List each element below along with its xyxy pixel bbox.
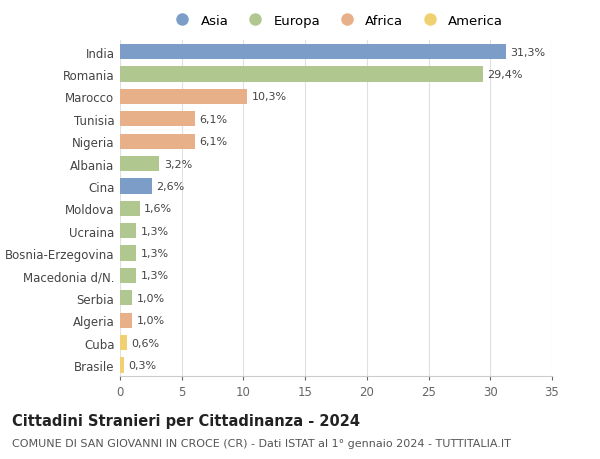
Text: 0,3%: 0,3% [128, 360, 156, 370]
Text: 3,2%: 3,2% [164, 159, 192, 169]
Bar [120, 246, 136, 261]
Text: 6,1%: 6,1% [200, 114, 228, 124]
Text: 0,6%: 0,6% [132, 338, 160, 348]
Bar [120, 134, 195, 150]
Legend: Asia, Europa, Africa, America: Asia, Europa, Africa, America [169, 15, 503, 28]
Text: 1,3%: 1,3% [140, 248, 169, 258]
Bar [120, 90, 247, 105]
Text: Cittadini Stranieri per Cittadinanza - 2024: Cittadini Stranieri per Cittadinanza - 2… [12, 413, 360, 428]
Bar [120, 112, 195, 127]
Bar [120, 179, 152, 194]
Bar [120, 157, 160, 172]
Bar [120, 67, 483, 83]
Text: 2,6%: 2,6% [157, 181, 185, 191]
Text: 1,6%: 1,6% [144, 204, 172, 214]
Bar [120, 291, 133, 306]
Text: 1,3%: 1,3% [140, 226, 169, 236]
Text: 1,0%: 1,0% [137, 315, 165, 325]
Text: 6,1%: 6,1% [200, 137, 228, 147]
Text: COMUNE DI SAN GIOVANNI IN CROCE (CR) - Dati ISTAT al 1° gennaio 2024 - TUTTITALI: COMUNE DI SAN GIOVANNI IN CROCE (CR) - D… [12, 438, 511, 448]
Text: 31,3%: 31,3% [511, 47, 546, 57]
Bar [120, 268, 136, 284]
Bar [120, 313, 133, 328]
Text: 29,4%: 29,4% [487, 70, 523, 80]
Bar [120, 335, 127, 351]
Bar [120, 358, 124, 373]
Text: 1,0%: 1,0% [137, 293, 165, 303]
Text: 1,3%: 1,3% [140, 271, 169, 281]
Text: 10,3%: 10,3% [251, 92, 287, 102]
Bar [120, 45, 506, 60]
Bar [120, 201, 140, 217]
Bar [120, 224, 136, 239]
